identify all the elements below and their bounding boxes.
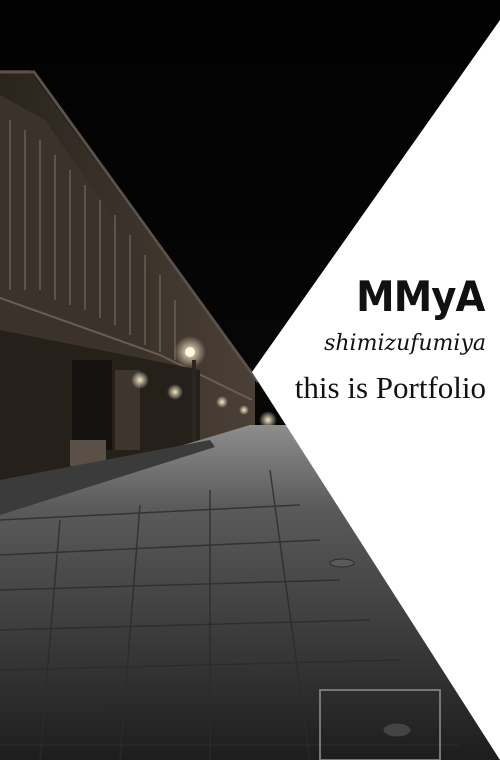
author-name: shimizufumiya [324,331,486,356]
portfolio-tagline: this is Portfolio [294,370,486,405]
brand-logo: MMyA [355,272,485,321]
